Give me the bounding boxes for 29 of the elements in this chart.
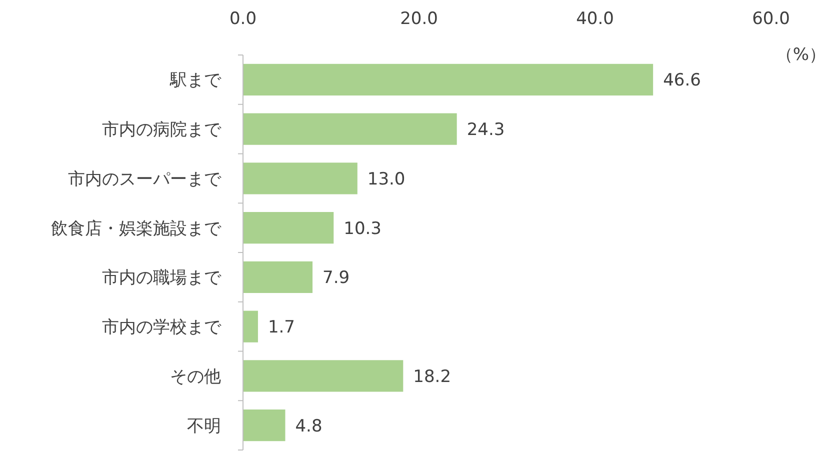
x-tick-label: 60.0 <box>752 9 790 29</box>
y-tick-label: 市内のスーパーまで <box>68 169 222 190</box>
bar <box>243 162 358 194</box>
bar <box>243 113 457 145</box>
y-tick-label: 市内の病院まで <box>102 120 222 140</box>
y-tick-label: 飲食店・娯楽施設まで <box>51 218 222 239</box>
y-tick-label: 市内の学校まで <box>102 318 222 338</box>
data-label: 1.7 <box>268 318 296 338</box>
y-tick-label: 不明 <box>187 416 221 436</box>
data-label: 24.3 <box>466 120 505 140</box>
data-label: 7.9 <box>322 268 350 288</box>
y-tick-label: その他 <box>170 366 221 387</box>
y-tick-label: 駅まで <box>169 70 222 91</box>
bar <box>243 261 313 293</box>
data-label: 10.3 <box>344 218 382 239</box>
data-label: 46.6 <box>663 70 701 91</box>
x-tick-label: 20.0 <box>400 9 438 29</box>
data-label: 4.8 <box>295 416 322 436</box>
bar <box>243 64 654 96</box>
x-tick-label: 0.0 <box>229 9 257 29</box>
bar <box>243 410 286 442</box>
bar <box>243 360 404 392</box>
bar <box>243 212 334 244</box>
x-axis-title: （%） <box>776 45 821 65</box>
bar <box>243 310 258 342</box>
y-tick-label: 市内の職場まで <box>102 268 222 288</box>
data-label: 13.0 <box>367 169 406 190</box>
x-tick-label: 40.0 <box>576 9 614 29</box>
data-label: 18.2 <box>413 366 452 387</box>
